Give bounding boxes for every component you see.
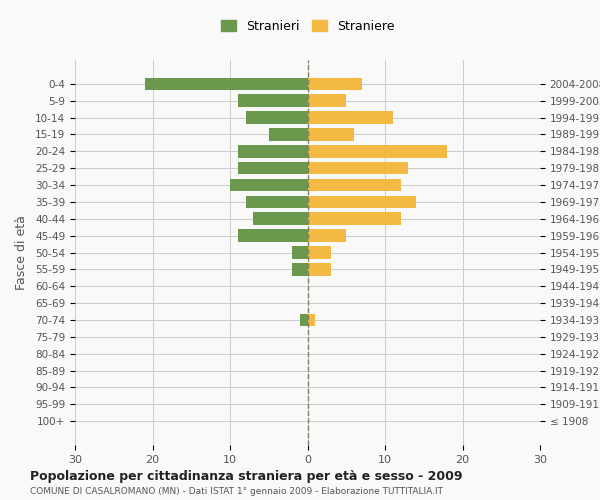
Bar	[308, 128, 354, 141]
Bar	[308, 263, 331, 276]
Bar	[245, 111, 308, 124]
Bar	[238, 230, 308, 242]
Bar	[245, 196, 308, 208]
Bar	[238, 162, 308, 174]
Bar	[308, 314, 315, 326]
Bar	[238, 145, 308, 158]
Bar	[292, 263, 308, 276]
Bar	[308, 178, 401, 192]
Y-axis label: Fasce di età: Fasce di età	[15, 215, 28, 290]
Text: COMUNE DI CASALROMANO (MN) - Dati ISTAT 1° gennaio 2009 - Elaborazione TUTTITALI: COMUNE DI CASALROMANO (MN) - Dati ISTAT …	[30, 488, 443, 496]
Text: Popolazione per cittadinanza straniera per età e sesso - 2009: Popolazione per cittadinanza straniera p…	[30, 470, 463, 483]
Bar	[230, 178, 308, 192]
Bar	[308, 196, 416, 208]
Bar	[308, 246, 331, 259]
Bar	[308, 212, 401, 225]
Bar	[308, 145, 447, 158]
Bar	[269, 128, 308, 141]
Bar	[308, 230, 346, 242]
Bar	[238, 94, 308, 107]
Bar	[308, 111, 393, 124]
Bar	[292, 246, 308, 259]
Bar	[308, 162, 408, 174]
Bar	[300, 314, 308, 326]
Bar	[253, 212, 308, 225]
Bar	[308, 78, 362, 90]
Legend: Stranieri, Straniere: Stranieri, Straniere	[217, 16, 398, 36]
Bar	[308, 94, 346, 107]
Bar	[145, 78, 308, 90]
